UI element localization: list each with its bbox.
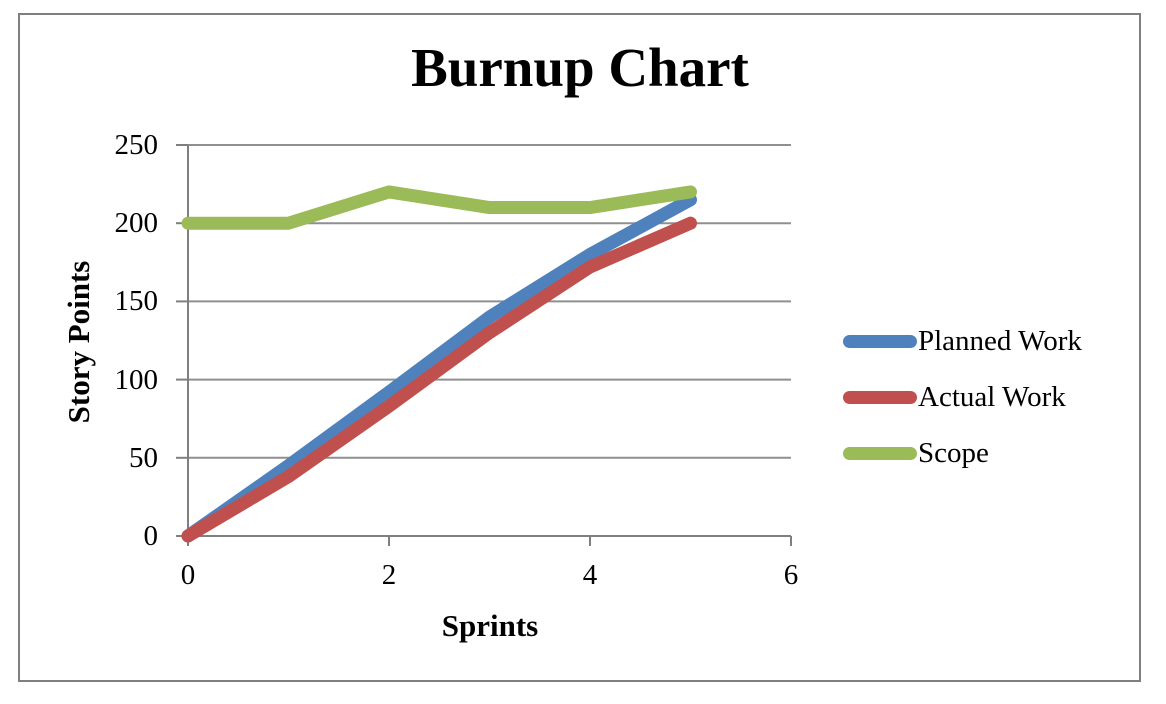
- series-line-actual-work: [181, 216, 697, 543]
- x-tick-label-2: 2: [381, 559, 397, 591]
- legend-label: Actual Work: [918, 380, 1066, 413]
- x-tick-label-6: 6: [783, 559, 799, 591]
- x-tick-label-4: 4: [582, 559, 598, 591]
- series-line-planned-work: [181, 193, 697, 543]
- y-tick-label-250: 250: [114, 129, 159, 161]
- legend-item-scope: Scope: [843, 435, 989, 471]
- y-tick-label-50: 50: [129, 441, 158, 474]
- legend-swatch-icon: [843, 334, 917, 348]
- series-line-scope: [181, 185, 697, 230]
- x-axis-title: Sprints: [441, 608, 539, 643]
- y-tick-label-0: 0: [143, 520, 159, 552]
- legend-swatch-icon: [843, 446, 917, 460]
- y-tick-label-150: 150: [114, 285, 159, 318]
- y-tick-label-100: 100: [114, 363, 159, 396]
- chart-outer-border: [18, 13, 1141, 682]
- chart-title: Burnup Chart: [411, 37, 749, 98]
- legend-label: Planned Work: [918, 324, 1082, 357]
- legend-item-planned-work: Planned Work: [843, 323, 1082, 359]
- legend-item-actual-work: Actual Work: [843, 379, 1066, 415]
- y-tick-label-200: 200: [114, 207, 159, 240]
- x-tick-label-0: 0: [180, 559, 196, 591]
- legend-label: Scope: [918, 436, 989, 469]
- legend-swatch-icon: [843, 390, 917, 404]
